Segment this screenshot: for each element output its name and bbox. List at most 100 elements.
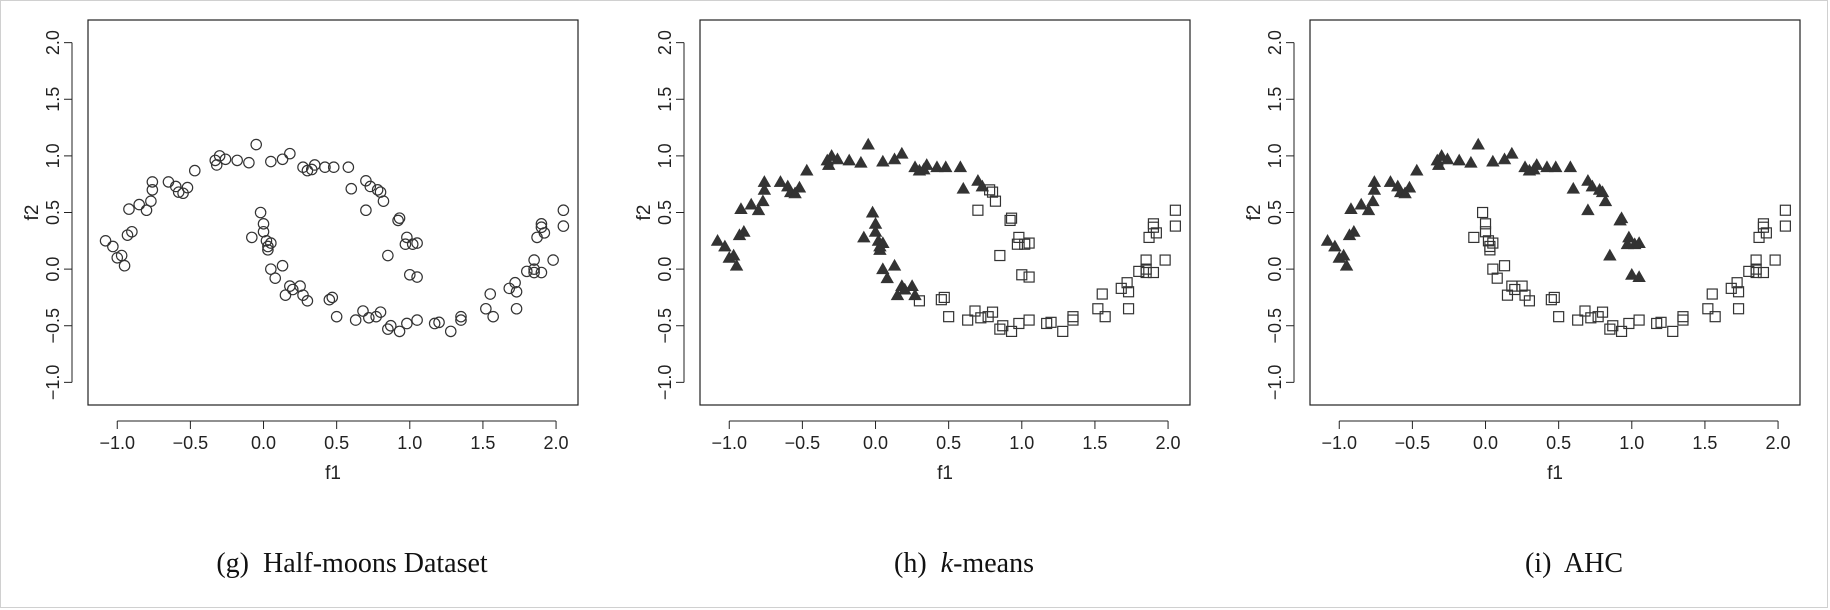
data-point-square [1067,314,1079,326]
data-point-triangle [857,230,871,243]
data-point-triangle [710,234,725,246]
data-point-circle [382,249,394,262]
data-point-triangle [726,248,741,261]
data-point-triangle [1540,160,1554,173]
data-point-square [1023,237,1035,249]
data-point-square [986,306,999,318]
y-tick-label: 0.0 [655,257,675,282]
x-tick-label: 2.0 [1766,433,1791,453]
data-point-square [1115,282,1127,294]
data-point-triangle [1367,183,1382,195]
y-tick-label: 2.0 [1265,30,1285,55]
data-point-square [1779,204,1791,216]
caption-ahc: (i) AHC [1269,548,1830,580]
data-point-circle [301,164,314,177]
data-point-circle [364,180,377,193]
data-point-circle [118,259,131,272]
data-point-circle [433,316,445,329]
data-point-circle [535,266,548,279]
data-point-circle [393,325,406,338]
data-point-circle [411,271,423,283]
data-point-square [1004,214,1016,227]
y-tick-label: −0.5 [655,308,675,344]
plot-frame [87,19,579,406]
data-point-square [1743,265,1755,277]
data-point-circle [319,161,331,174]
data-point-circle [219,153,232,166]
data-point-triangle [873,243,887,255]
data-point-triangle [861,137,875,150]
data-point-circle [349,314,362,326]
data-point-square [1750,254,1762,266]
data-point-circle [126,225,138,238]
caption-half-moons: (g) Half-moons Dataset [47,548,657,580]
plot-frame [699,19,1191,406]
y-tick-label: 0.0 [1265,257,1285,282]
data-point-triangle [895,146,909,159]
x-tick-label: −0.5 [785,433,821,453]
data-point-square [1159,254,1171,266]
data-point-circle [384,319,397,332]
data-point-circle [254,206,267,219]
data-point-circle [284,280,296,292]
data-point-circle [444,325,457,338]
data-point-circle [406,238,419,251]
data-point-square [986,186,999,198]
data-point-circle [401,231,413,244]
data-point-circle [286,283,299,296]
data-point-triangle [1563,160,1578,173]
chart-panel-ahc: −1.0 −0.5 0.0 0.5 1.0 1.5 2.0 −1.0 −0.5 0.0 0.5 1.0… [1222,0,1830,510]
data-point-square [972,204,984,216]
data-point-triangle [1440,152,1455,165]
scatter-plot-half-moons: −1.0 −0.5 0.0 0.5 1.0 1.5 2.0 −1.0 −0.5 0.0 0.5 1.0… [22,19,579,484]
x-tick-label: 1.5 [1692,433,1717,453]
data-point-circle [301,295,314,307]
data-point-triangle [1529,158,1544,170]
data-point-square [1096,288,1108,300]
data-point-square [1005,325,1018,337]
data-point-circle [265,155,277,168]
data-point-triangle [773,175,788,187]
y-tick-label: −1.0 [655,365,675,401]
data-point-triangle [1354,197,1368,210]
data-point-triangle [887,258,902,271]
data-point-triangle [930,160,944,173]
data-point-square [1147,221,1160,233]
x-axis-label: f1 [325,463,341,484]
data-point-circle [411,237,423,249]
data-point-circle [246,231,258,244]
data-point-triangle [1632,270,1646,282]
data-point-triangle [830,152,845,165]
data-point-circle [510,285,523,298]
data-point-triangle [1595,185,1610,198]
data-point-circle [371,184,384,196]
y-tick-label: −1.0 [1265,365,1285,401]
data-point-circle [146,176,159,188]
data-point-square [1045,316,1057,328]
data-point-circle [250,138,263,151]
data-point-triangle [1361,203,1376,216]
data-point-circle [535,221,548,234]
chart-panel-half-moons: −1.0 −0.5 0.0 0.5 1.0 1.5 2.0 −1.0 −0.5 0.0 0.5 1.0… [0,0,610,510]
data-point-square [1147,218,1160,230]
data-point-triangle [1566,181,1581,194]
data-point-triangle [757,183,772,195]
data-point-triangle [1598,194,1613,207]
data-point-circle [528,254,540,266]
x-tick-label: −1.0 [99,433,135,453]
data-point-triangle [1452,153,1466,166]
data-point-triangle [876,262,890,275]
caption-text: Half-moons Dataset [262,548,488,579]
data-point-square [1013,231,1025,244]
data-point-circle [374,306,387,318]
data-point-triangle [751,203,766,216]
data-point-circle [557,204,570,217]
data-point-circle [345,182,358,195]
data-point-square [1011,238,1024,250]
x-tick-label: 0.5 [936,433,961,453]
y-tick-label: 2.0 [655,30,675,55]
data-point-circle [487,310,499,323]
data-point-circle [243,156,255,169]
data-point-triangle [1581,203,1595,216]
